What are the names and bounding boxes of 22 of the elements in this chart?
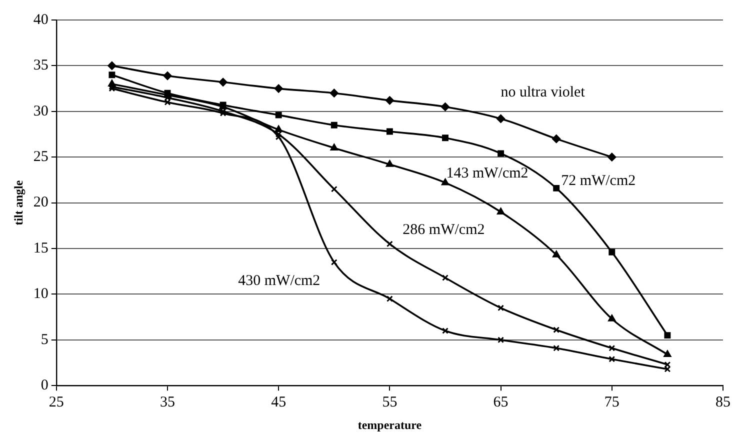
y-tick-label: 30 — [33, 103, 48, 120]
y-tick-label: 35 — [33, 58, 48, 74]
y-tick-label: 0 — [40, 378, 48, 394]
y-tick-label: 5 — [40, 332, 48, 348]
series-label: 430 mW/cm2 — [238, 273, 320, 290]
series-label: no ultra violet — [500, 84, 586, 101]
y-tick-label: 40 — [33, 12, 48, 28]
x-axis-title: temperature — [358, 418, 422, 432]
y-tick-label: 25 — [33, 149, 48, 166]
x-tick-label: 85 — [716, 394, 730, 411]
x-tick-label: 75 — [604, 394, 620, 411]
series-label: 286 mW/cm2 — [402, 222, 485, 238]
y-tick-label: 10 — [33, 286, 48, 302]
x-tick-label: 35 — [160, 394, 175, 411]
x-tick-label: 65 — [493, 394, 508, 411]
series-label: 72 mW/cm2 — [561, 173, 636, 190]
y-tick-label: 15 — [33, 240, 48, 256]
y-tick-label: 20 — [33, 194, 48, 211]
y-axis-title: tilt angle — [11, 180, 26, 226]
series-label: 143 mW/cm2 — [446, 166, 528, 182]
x-tick-label: 55 — [382, 394, 398, 411]
x-tick-label: 45 — [271, 394, 286, 411]
